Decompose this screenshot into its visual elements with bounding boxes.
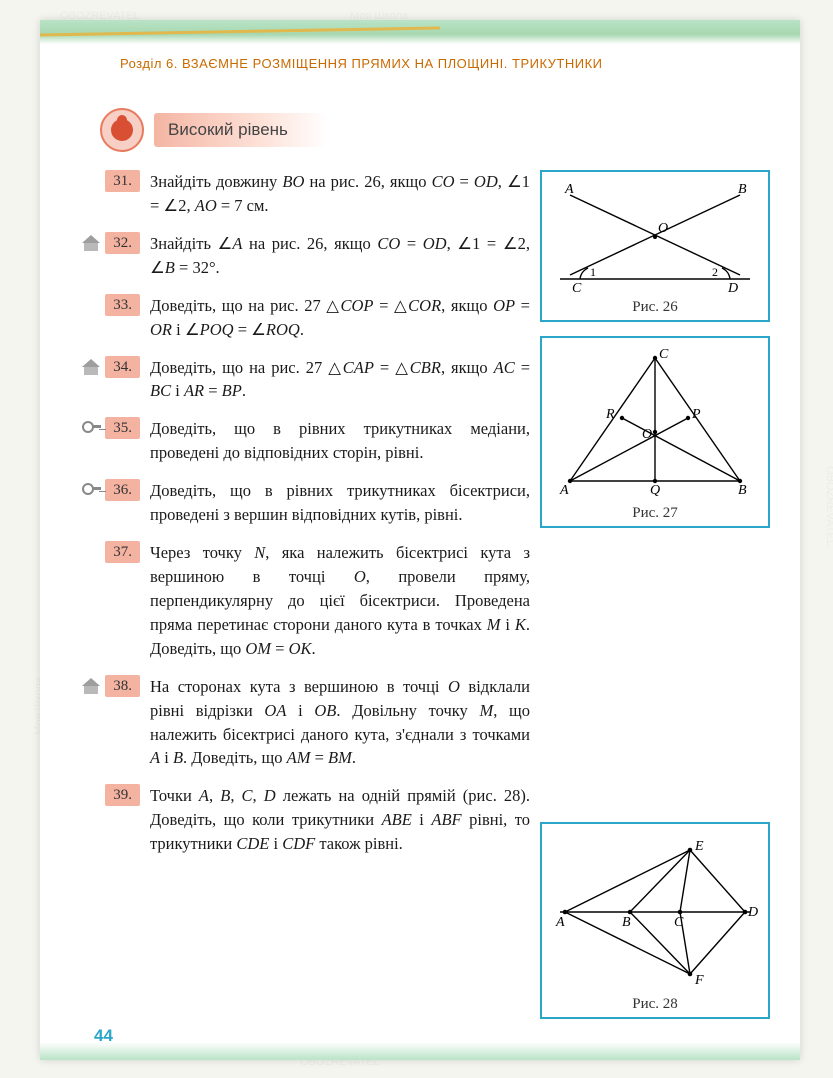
problem-row: 35. Доведіть, що в рівних трикутниках мед… bbox=[90, 417, 530, 465]
problem-text: Знайдіть ∠A на рис. 26, якщо CO = OD, ∠1… bbox=[150, 232, 530, 280]
problem-number-wrap: 37. bbox=[90, 541, 150, 661]
figure-26: A B C D O 1 2 Рис. 26 bbox=[540, 170, 770, 322]
problem-row: 37. Через точку N, яка належить бісектрис… bbox=[90, 541, 530, 661]
problem-row: 31. Знайдіть довжину BO на рис. 26, якщо … bbox=[90, 170, 530, 218]
problem-row: 36. Доведіть, що в рівних трикутниках біс… bbox=[90, 479, 530, 527]
level-banner: Високий рівень bbox=[100, 110, 620, 150]
bottom-decoration bbox=[40, 1042, 800, 1060]
problem-row: 32. Знайдіть ∠A на рис. 26, якщо CO = OD,… bbox=[90, 232, 530, 280]
house-icon bbox=[82, 677, 102, 695]
svg-text:A: A bbox=[564, 182, 574, 197]
problem-row: 34. Доведіть, що на рис. 27 △CAP = △CBR, … bbox=[90, 356, 530, 404]
problem-row: 39. Точки A, B, C, D лежать на одній прям… bbox=[90, 784, 530, 856]
house-icon bbox=[82, 358, 102, 376]
content-area: 31. Знайдіть довжину BO на рис. 26, якщо … bbox=[90, 170, 770, 1000]
problem-text: Доведіть, що в рівних трикутниках медіан… bbox=[150, 417, 530, 465]
problem-text: Доведіть, що на рис. 27 △COP = △COR, якщ… bbox=[150, 294, 530, 342]
svg-text:P: P bbox=[691, 407, 701, 422]
figure-27-svg: C A B Q O R P bbox=[550, 346, 760, 501]
problem-number-wrap: 39. bbox=[90, 784, 150, 856]
figure-27: C A B Q O R P Рис. 27 bbox=[540, 336, 770, 528]
svg-text:D: D bbox=[747, 905, 758, 920]
problem-number-wrap: 31. bbox=[90, 170, 150, 218]
chapter-header: Розділ 6. ВЗАЄМНЕ РОЗМІЩЕННЯ ПРЯМИХ НА П… bbox=[120, 56, 770, 71]
problem-number: 36. bbox=[105, 479, 140, 501]
figures-column: A B C D O 1 2 Рис. 26 bbox=[540, 170, 770, 1033]
svg-text:C: C bbox=[572, 281, 582, 295]
svg-text:O: O bbox=[658, 221, 668, 236]
figure-28-caption: Рис. 28 bbox=[548, 996, 762, 1013]
figure-26-caption: Рис. 26 bbox=[548, 299, 762, 316]
problem-number: 35. bbox=[105, 417, 140, 439]
svg-text:F: F bbox=[694, 973, 704, 988]
svg-text:B: B bbox=[622, 915, 631, 930]
svg-text:E: E bbox=[694, 839, 704, 854]
svg-text:2: 2 bbox=[712, 265, 718, 279]
figure-26-svg: A B C D O 1 2 bbox=[550, 180, 760, 295]
weight-icon bbox=[100, 108, 144, 152]
problem-text: Знайдіть довжину BO на рис. 26, якщо CO … bbox=[150, 170, 530, 218]
problem-text: Доведіть, що в рівних трикутниках бісект… bbox=[150, 479, 530, 527]
svg-text:B: B bbox=[738, 483, 747, 498]
level-label: Високий рівень bbox=[154, 113, 328, 147]
svg-text:A: A bbox=[559, 483, 569, 498]
svg-text:A: A bbox=[555, 915, 565, 930]
key-icon bbox=[82, 419, 102, 437]
problem-number: 31. bbox=[105, 170, 140, 192]
figure-28-svg: A B C D E F bbox=[550, 832, 760, 992]
problem-row: 33. Доведіть, що на рис. 27 △COP = △COR, … bbox=[90, 294, 530, 342]
problem-text: Доведіть, що на рис. 27 △CAP = △CBR, якщ… bbox=[150, 356, 530, 404]
problem-number: 34. bbox=[105, 356, 140, 378]
house-icon bbox=[82, 234, 102, 252]
problem-number-wrap: 35. bbox=[90, 417, 150, 465]
key-icon bbox=[82, 481, 102, 499]
figure-28: A B C D E F Рис. 28 bbox=[540, 822, 770, 1019]
problem-number-wrap: 33. bbox=[90, 294, 150, 342]
svg-text:D: D bbox=[727, 281, 738, 295]
problems-column: 31. Знайдіть довжину BO на рис. 26, якщо … bbox=[90, 170, 530, 870]
figure-spacer bbox=[540, 542, 770, 822]
problem-number: 33. bbox=[105, 294, 140, 316]
problem-number-wrap: 32. bbox=[90, 232, 150, 280]
problem-text: Через точку N, яка належить бісектрисі к… bbox=[150, 541, 530, 661]
svg-text:O: O bbox=[642, 427, 652, 442]
problem-number: 37. bbox=[105, 541, 140, 563]
problem-number: 39. bbox=[105, 784, 140, 806]
textbook-page: Розділ 6. ВЗАЄМНЕ РОЗМІЩЕННЯ ПРЯМИХ НА П… bbox=[40, 20, 800, 1060]
problem-text: Точки A, B, C, D лежать на одній прямій … bbox=[150, 784, 530, 856]
problem-number-wrap: 36. bbox=[90, 479, 150, 527]
svg-text:B: B bbox=[738, 182, 747, 197]
problem-text: На сторонах кута з вершиною в точці O ві… bbox=[150, 675, 530, 771]
problem-row: 38. На сторонах кута з вершиною в точці O… bbox=[90, 675, 530, 771]
problem-number-wrap: 34. bbox=[90, 356, 150, 404]
svg-text:Q: Q bbox=[650, 483, 660, 498]
figure-27-caption: Рис. 27 bbox=[548, 505, 762, 522]
problem-number-wrap: 38. bbox=[90, 675, 150, 771]
svg-text:1: 1 bbox=[590, 265, 596, 279]
problem-number: 38. bbox=[105, 675, 140, 697]
svg-text:R: R bbox=[605, 407, 615, 422]
svg-text:C: C bbox=[659, 347, 669, 362]
problem-number: 32. bbox=[105, 232, 140, 254]
svg-text:C: C bbox=[674, 915, 684, 930]
